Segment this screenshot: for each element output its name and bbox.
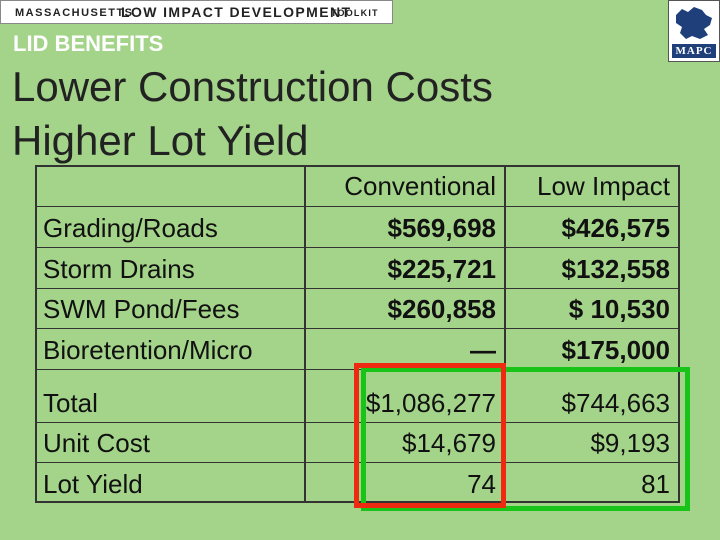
- row-label: Storm Drains: [43, 254, 195, 284]
- title-line-2: Higher Lot Yield: [12, 117, 309, 164]
- header-low-impact: Low Impact: [537, 171, 670, 201]
- row-divider: [35, 206, 680, 207]
- conventional-value: $260,858: [387, 294, 496, 324]
- row-label: Lot Yield: [43, 469, 143, 499]
- row-label: Unit Cost: [43, 428, 150, 458]
- row-label: Bioretention/Micro: [43, 335, 253, 365]
- row-label: SWM Pond/Fees: [43, 294, 240, 324]
- toolkit-banner: MASSACHUSETTS LOW IMPACT DEVELOPMENT TOO…: [0, 0, 393, 24]
- column-divider: [504, 165, 506, 503]
- banner-toolkit: TOOLKIT: [331, 8, 379, 18]
- section-label: LID BENEFITS: [13, 31, 164, 56]
- low-impact-value: $426,575: [561, 213, 670, 243]
- conventional-value: $14,679: [402, 428, 496, 458]
- conventional-value: $569,698: [387, 213, 496, 243]
- row-divider: [35, 328, 680, 329]
- banner-state: MASSACHUSETTS: [15, 7, 134, 19]
- low-impact-value: $132,558: [561, 254, 670, 284]
- low-impact-value: $9,193: [590, 428, 670, 458]
- page-title: Lower Construction Costs Higher Lot Yiel…: [12, 60, 493, 168]
- massachusetts-map-icon: [676, 7, 712, 39]
- row-divider: [35, 247, 680, 248]
- low-impact-highlight-box: [361, 367, 690, 511]
- mapc-logo: MAPC: [668, 0, 720, 62]
- title-line-1: Lower Construction Costs: [12, 63, 493, 110]
- conventional-highlight-box: [354, 363, 506, 508]
- row-divider: [35, 288, 680, 289]
- row-label: Total: [43, 388, 98, 418]
- conventional-value: $225,721: [387, 254, 496, 284]
- column-divider: [304, 165, 306, 503]
- conventional-value: —: [470, 335, 496, 365]
- conventional-value: $1,086,277: [365, 388, 496, 418]
- header-conventional: Conventional: [344, 171, 496, 201]
- low-impact-value: $744,663: [561, 388, 670, 418]
- low-impact-value: 81: [641, 469, 670, 499]
- low-impact-value: $ 10,530: [568, 294, 670, 324]
- row-label: Grading/Roads: [43, 213, 218, 243]
- low-impact-value: $175,000: [561, 335, 670, 365]
- banner-program: LOW IMPACT DEVELOPMENT: [121, 4, 352, 20]
- conventional-value: 74: [467, 469, 496, 499]
- logo-text: MAPC: [672, 44, 716, 58]
